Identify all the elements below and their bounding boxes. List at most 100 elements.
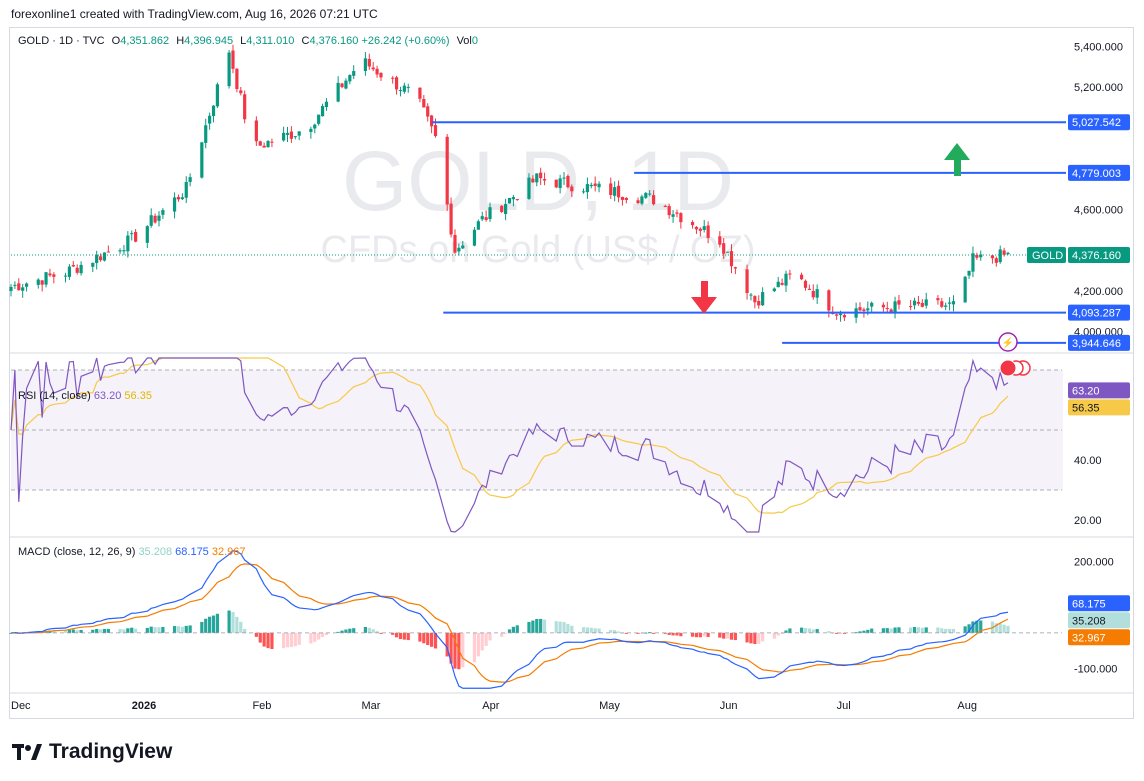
candle-down [554,179,558,188]
time-axis-label: Jul [837,700,851,712]
candle-up [126,235,130,252]
candle-down [391,77,395,79]
macd-histogram-bar [126,628,130,633]
candle-up [91,262,95,267]
tradingview-logo-icon [12,742,42,762]
candle-down [340,83,344,88]
macd-histogram-bar [227,610,231,633]
candle-up [979,254,983,258]
price-legend: GOLD · 1D · TVC O4,351.862 H4,396.945 L4… [18,35,478,47]
macd-histogram-bar [761,632,765,642]
candle-up [79,264,83,274]
candle-down [811,291,815,298]
macd-histogram-bar [667,632,671,635]
macd-histogram-bar [788,628,792,633]
macd-axis-tick: -100.000 [1074,664,1117,676]
candle-up [761,292,765,306]
macd-histogram-bar [367,627,371,633]
candle-up [118,250,122,252]
candle-down [289,131,294,139]
macd-histogram-bar [554,621,558,633]
time-axis-label: May [599,700,620,712]
candle-down [788,273,792,275]
candle-up [320,106,325,117]
candle-up [227,52,231,87]
macd-histogram-bar [897,627,901,633]
macd-histogram-bar [71,629,75,633]
macd-histogram-bar [293,632,297,647]
macd-histogram-bar [449,632,453,664]
candle-down [262,145,266,148]
candle-up [488,207,492,220]
candle-down [542,178,547,181]
macd-histogram-bar [418,632,422,642]
event-flash-glyph: ⚡ [1002,336,1014,349]
macd-histogram-bar [663,632,667,634]
macd-histogram-bar [842,632,847,634]
macd-histogram-bar [118,629,122,633]
level-price-badge: 3,944.646 [1072,338,1121,350]
rsi-ma-value-badge-box [1068,399,1130,416]
macd-histogram-bar [188,625,192,633]
macd-histogram-bar [254,632,258,637]
candle-down [827,290,831,311]
rsi-legend-name: RSI (14, close) [18,390,91,402]
macd-histogram-bar [581,627,586,633]
candle-down [679,213,683,223]
candle-down [1002,250,1006,255]
macd-histogram-bar [211,615,216,633]
macd-line [10,550,1009,689]
macd-histogram-bar [940,628,944,633]
macd-histogram-bar [593,628,597,633]
candle-up [776,281,780,288]
macd-histogram-bar [811,629,815,633]
macd-histogram-bar [134,628,138,633]
macd-histogram-bar [912,626,917,633]
candle-up [204,125,208,143]
candle-up [912,300,917,306]
macd-histogram-bar [702,632,706,637]
macd-histogram-bar [807,628,811,633]
macd-histogram-bar [91,629,95,633]
candle-up [317,114,321,124]
candle-down [916,301,921,304]
low-value: 4,311.010 [246,35,295,47]
candle-up [702,226,706,230]
candle-down [753,296,757,303]
candle-up [971,253,975,272]
macd-histogram-bar [507,629,512,633]
level-price-badge: 4,779.003 [1072,168,1121,180]
candle-up [457,247,461,252]
macd-histogram-bar [854,632,858,634]
candle-down [994,258,998,263]
macd-histogram-bar [585,627,589,633]
candle-up [967,270,971,276]
candle-up [507,197,512,204]
macd-histogram-bar [835,632,839,634]
candle-up [749,294,753,296]
candle-down [675,212,679,214]
candle-up [535,173,539,183]
rsi-value-badge-box [1068,382,1130,399]
candle-up [13,284,17,286]
macd-histogram-bar [285,632,290,648]
macd-signal-value-badge-box [1068,629,1130,646]
candle-down [729,251,734,267]
macd-histogram-bar [994,623,998,633]
time-axis-label: 2026 [132,700,156,712]
candle-down [694,226,699,230]
macd-histogram-bar [402,632,406,640]
candle-down [153,215,157,223]
candle-up [589,184,593,187]
candle-up [21,287,25,291]
candle-up [944,305,948,307]
candle-up [9,286,13,291]
tradingview-logo[interactable]: TradingView [12,740,172,764]
level-price-badge-box [1068,334,1130,351]
macd-histogram-bar [266,632,270,649]
open-label: O [111,35,121,47]
macd-histogram-bar [511,626,515,633]
macd-histogram-bar [531,620,535,633]
macd-histogram-bar [885,628,889,633]
